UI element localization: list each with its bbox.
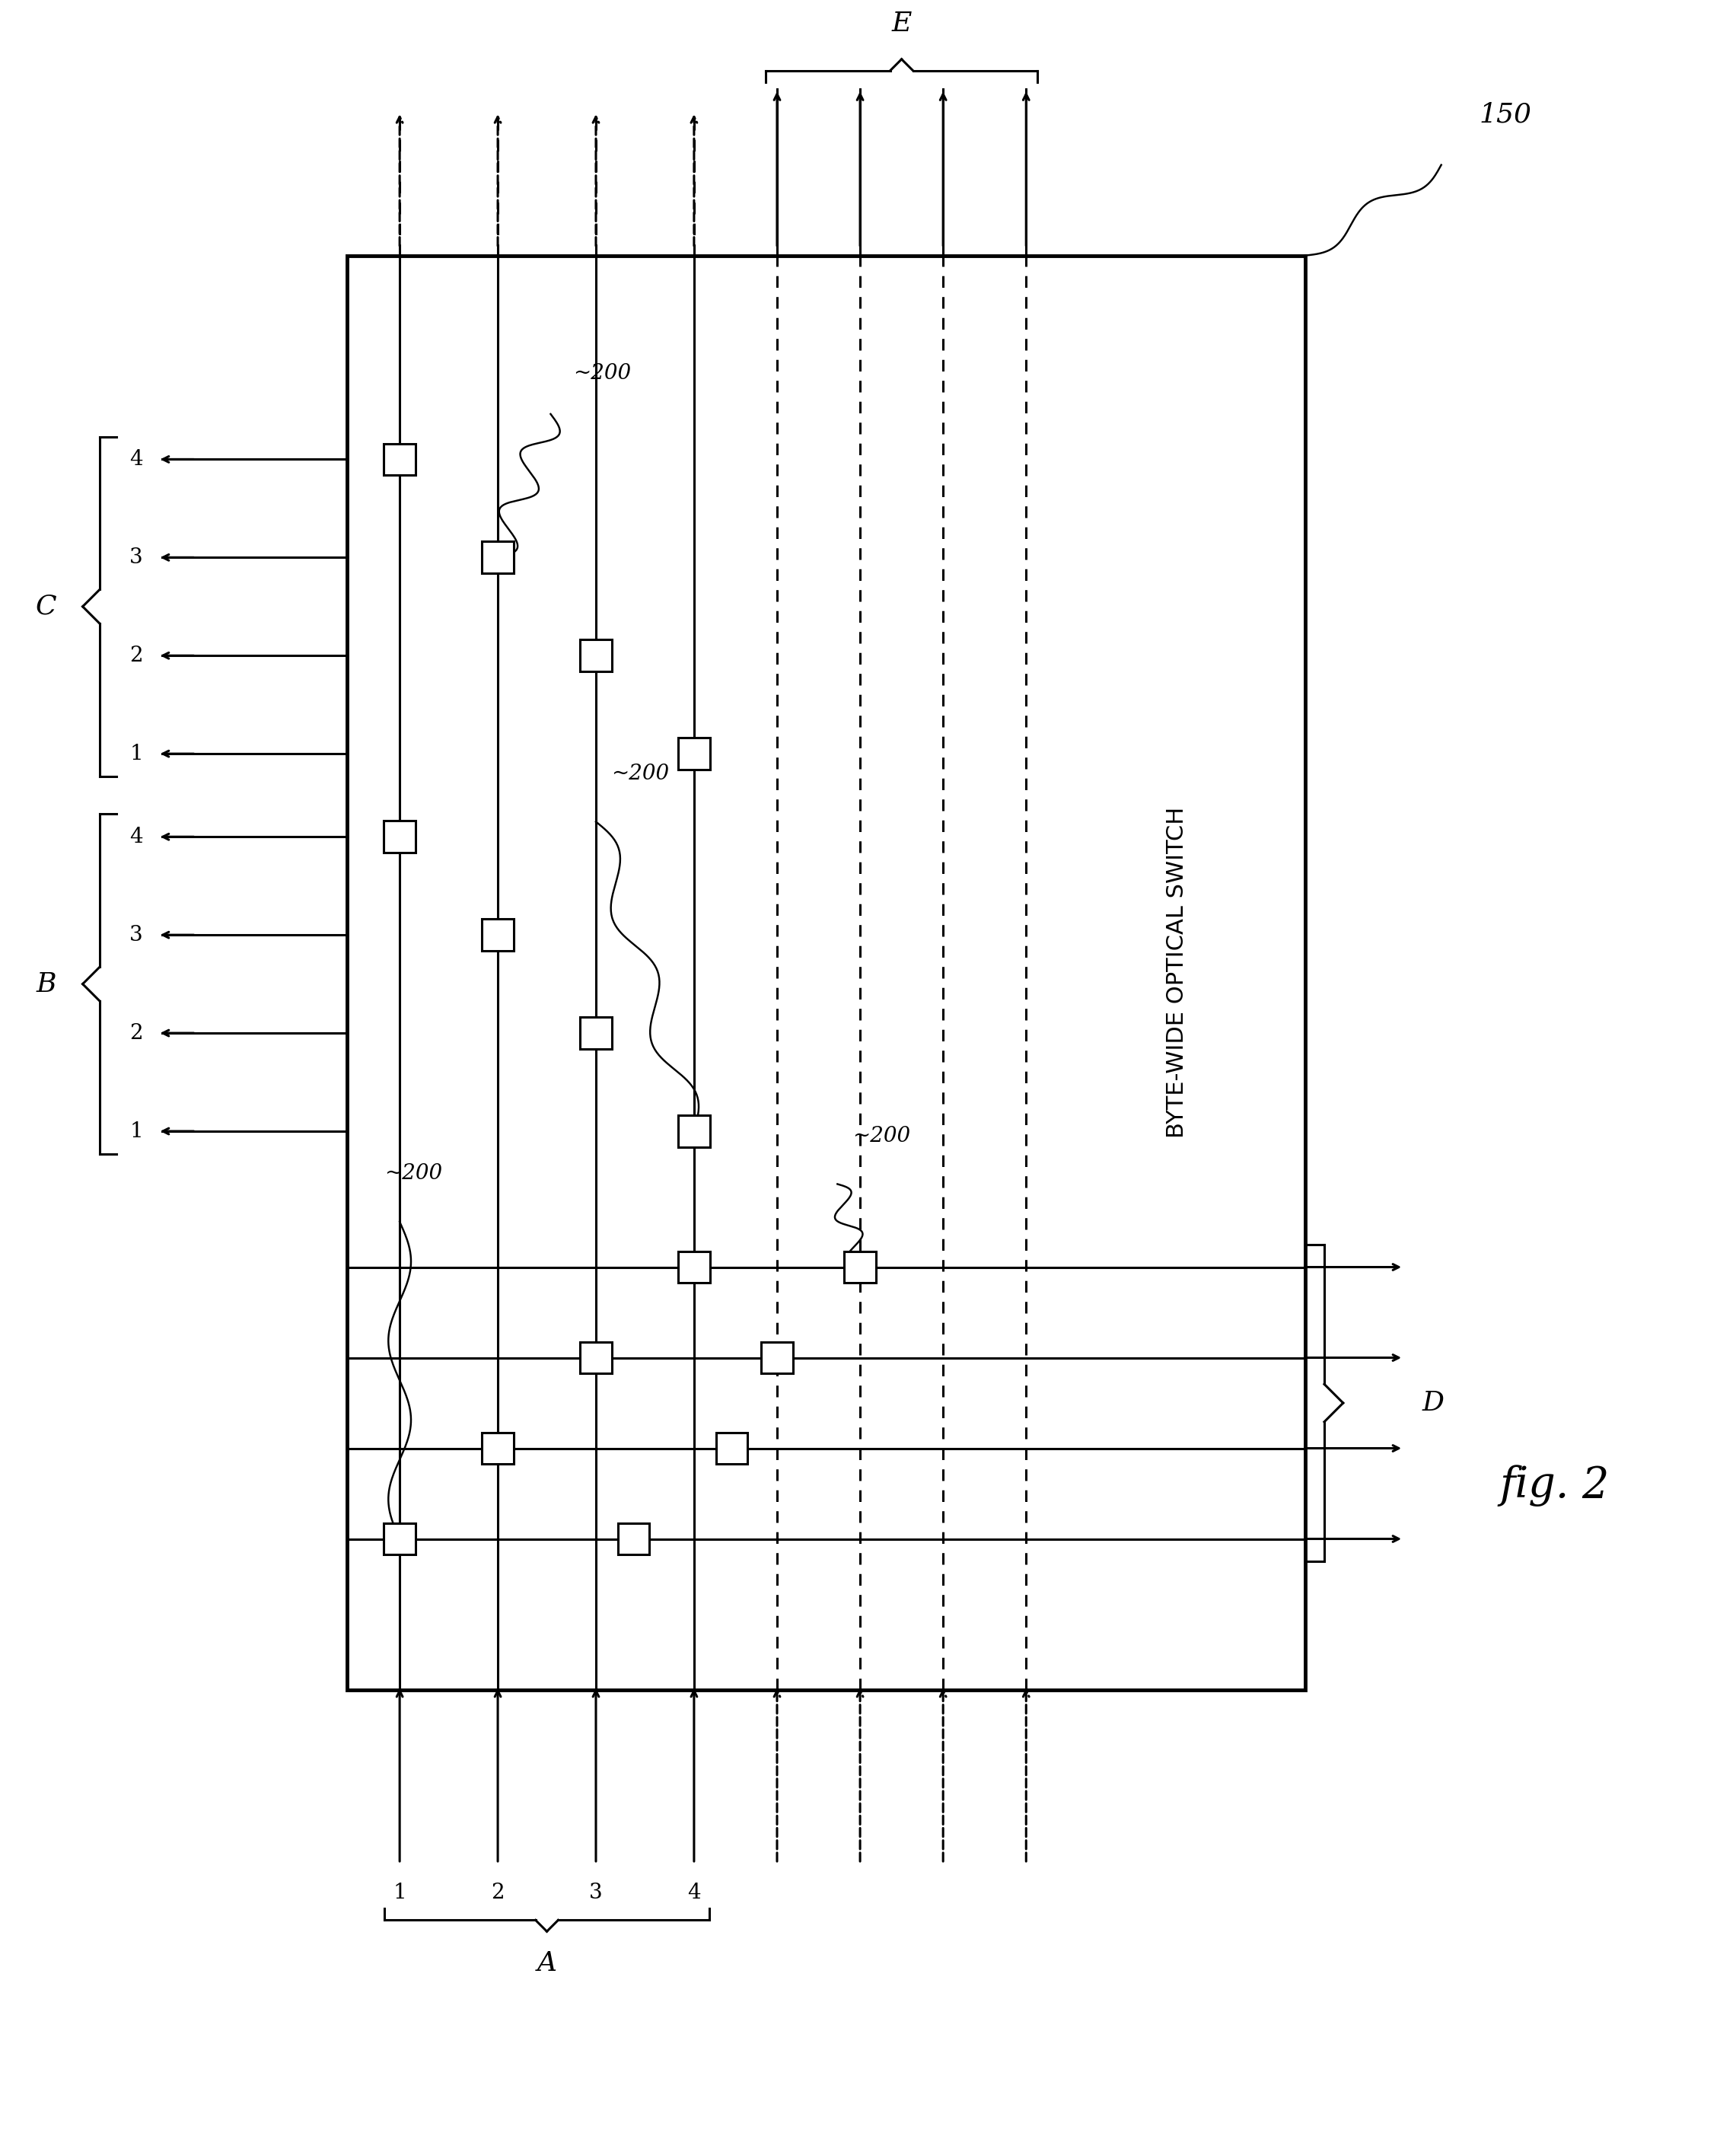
Text: D: D [1422,1391,1444,1416]
Text: fig. 2: fig. 2 [1500,1465,1609,1506]
FancyBboxPatch shape [483,919,514,951]
FancyBboxPatch shape [679,1252,710,1282]
Text: ~200: ~200 [611,764,668,785]
FancyBboxPatch shape [384,444,415,476]
FancyBboxPatch shape [483,1433,514,1463]
Text: 4: 4 [130,450,142,469]
FancyBboxPatch shape [760,1342,793,1374]
FancyBboxPatch shape [384,1523,415,1555]
FancyBboxPatch shape [618,1523,649,1555]
Text: 3: 3 [130,548,142,567]
Text: B: B [36,971,56,996]
Text: A: A [536,1950,557,1975]
Text: BYTE-WIDE OPTICAL SWITCH: BYTE-WIDE OPTICAL SWITCH [1167,806,1187,1139]
Text: 1: 1 [130,744,142,764]
Text: C: C [35,593,56,619]
Text: 3: 3 [589,1881,602,1903]
Text: 2: 2 [130,1024,142,1043]
FancyBboxPatch shape [580,1017,611,1049]
Text: 4: 4 [130,825,142,847]
FancyBboxPatch shape [844,1252,877,1282]
Text: 4: 4 [687,1881,701,1903]
FancyBboxPatch shape [347,256,1305,1689]
Text: ~200: ~200 [852,1126,910,1145]
FancyBboxPatch shape [679,738,710,770]
Text: 3: 3 [130,924,142,945]
Text: 150: 150 [1479,100,1531,128]
Text: 2: 2 [130,646,142,665]
Text: ~200: ~200 [573,363,632,384]
Text: 1: 1 [392,1881,406,1903]
FancyBboxPatch shape [384,821,415,853]
Text: 2: 2 [491,1881,505,1903]
FancyBboxPatch shape [483,542,514,574]
FancyBboxPatch shape [580,640,611,672]
Text: 1: 1 [130,1122,142,1141]
FancyBboxPatch shape [715,1433,748,1463]
FancyBboxPatch shape [679,1116,710,1148]
Text: ~200: ~200 [385,1162,443,1184]
Text: E: E [892,11,911,36]
FancyBboxPatch shape [580,1342,611,1374]
